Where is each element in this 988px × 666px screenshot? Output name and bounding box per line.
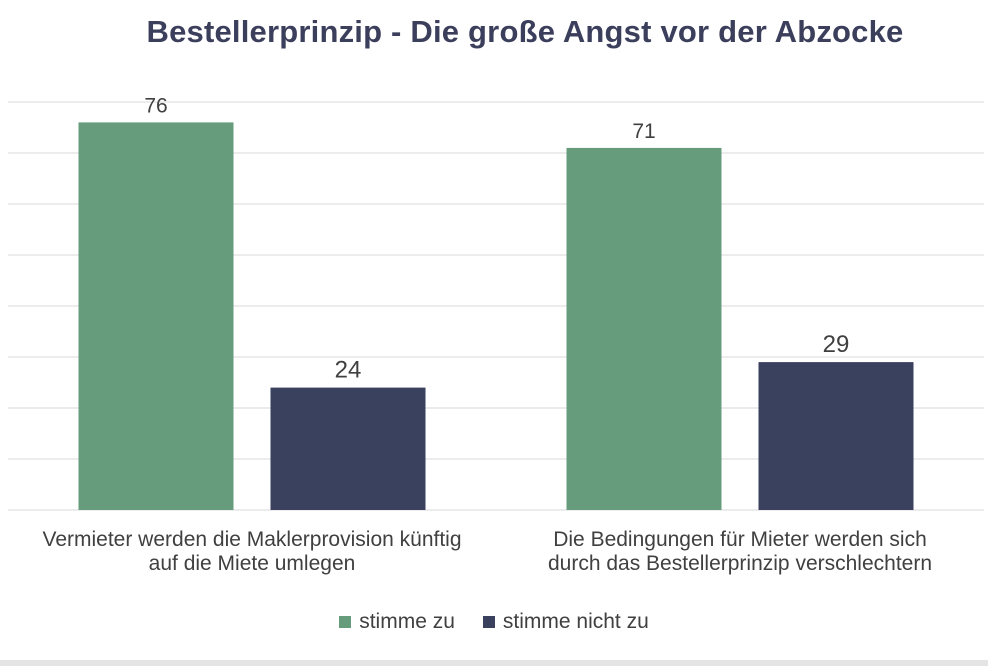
data-label: 24 [335,357,362,384]
legend-swatch [482,616,495,628]
legend-swatch [339,616,352,628]
category-label-line: Vermieter werden die Maklerprovision kün… [42,528,462,551]
data-label: 71 [632,120,655,143]
legend: stimme zu stimme nicht zu [0,610,988,634]
data-label: 76 [144,94,167,117]
legend-label: stimme nicht zu [502,610,649,633]
category-label-line: durch das Bestellerprinzip verschlechter… [547,552,933,575]
legend-label: stimme zu [359,610,455,633]
data-label: 29 [823,331,850,358]
category-label: Die Bedingungen für Mieter werden sich du… [496,528,984,576]
bar [758,362,914,510]
bar [78,122,234,511]
legend-item: stimme nicht zu [482,610,649,634]
category-label: Vermieter werden die Maklerprovision kün… [8,528,496,576]
bottom-divider [0,660,988,666]
category-label-line: Die Bedingungen für Mieter werden sich [553,528,927,551]
bar [566,147,722,510]
legend-item: stimme zu [339,610,455,634]
category-label-line: auf die Miete umlegen [148,552,356,575]
chart-title: Bestellerprinzip - Die große Angst vor d… [146,14,904,49]
bar [270,387,426,510]
